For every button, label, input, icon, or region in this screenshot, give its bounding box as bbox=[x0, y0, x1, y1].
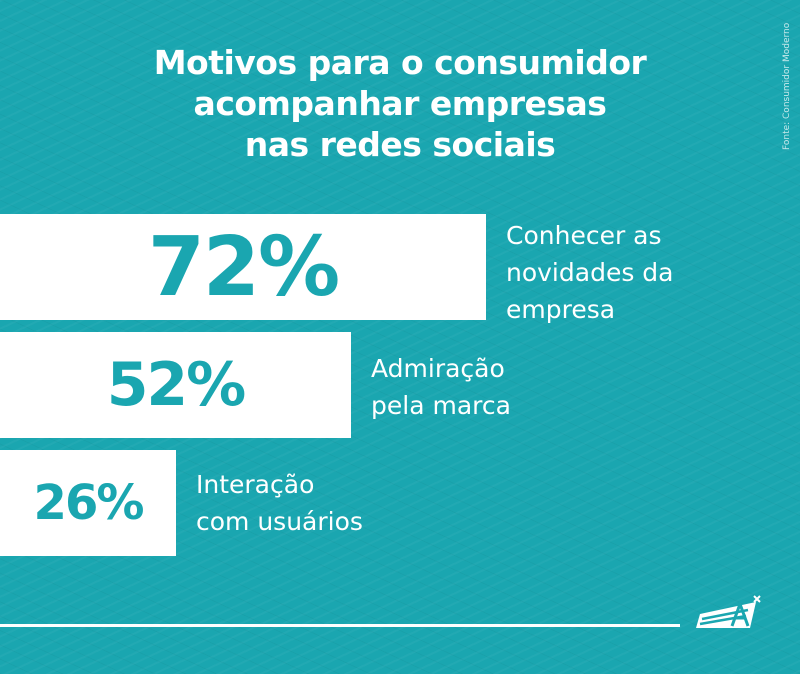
category-label-2: Admiração pela marca bbox=[371, 350, 511, 424]
chart-title-line-2: acompanhar empresas bbox=[193, 84, 607, 123]
category-label-3-line-1: Interação bbox=[196, 470, 315, 499]
bar-3: 26% bbox=[0, 450, 176, 556]
category-label-1: Conhecer as novidades da empresa bbox=[506, 217, 673, 328]
logo-stripe-1 bbox=[701, 608, 749, 621]
category-label-3-line-2: com usuários bbox=[196, 507, 363, 536]
bar-value-label-2: 52% bbox=[106, 350, 247, 420]
paper-plane-logo-icon bbox=[696, 595, 761, 628]
baseline-rule bbox=[0, 624, 680, 627]
bar-value-label-3: 26% bbox=[33, 475, 145, 531]
category-label-3: Interação com usuários bbox=[196, 466, 363, 540]
logo-letter-a bbox=[730, 599, 750, 627]
category-label-1-line-1: Conhecer as bbox=[506, 221, 662, 250]
bar-value-label-1: 72% bbox=[147, 219, 340, 315]
chart-title: Motivos para o consumidor acompanhar emp… bbox=[120, 42, 680, 165]
bar-1: 72% bbox=[0, 214, 486, 320]
chart-title-line-1: Motivos para o consumidor bbox=[153, 43, 647, 82]
chart-title-line-3: nas redes sociais bbox=[244, 125, 556, 164]
bar-2: 52% bbox=[0, 332, 351, 438]
logo-spark bbox=[753, 595, 761, 603]
category-label-1-line-3: empresa bbox=[506, 295, 616, 324]
category-label-1-line-2: novidades da bbox=[506, 258, 674, 287]
category-label-2-line-2: pela marca bbox=[371, 391, 511, 420]
category-label-2-line-1: Admiração bbox=[371, 354, 505, 383]
